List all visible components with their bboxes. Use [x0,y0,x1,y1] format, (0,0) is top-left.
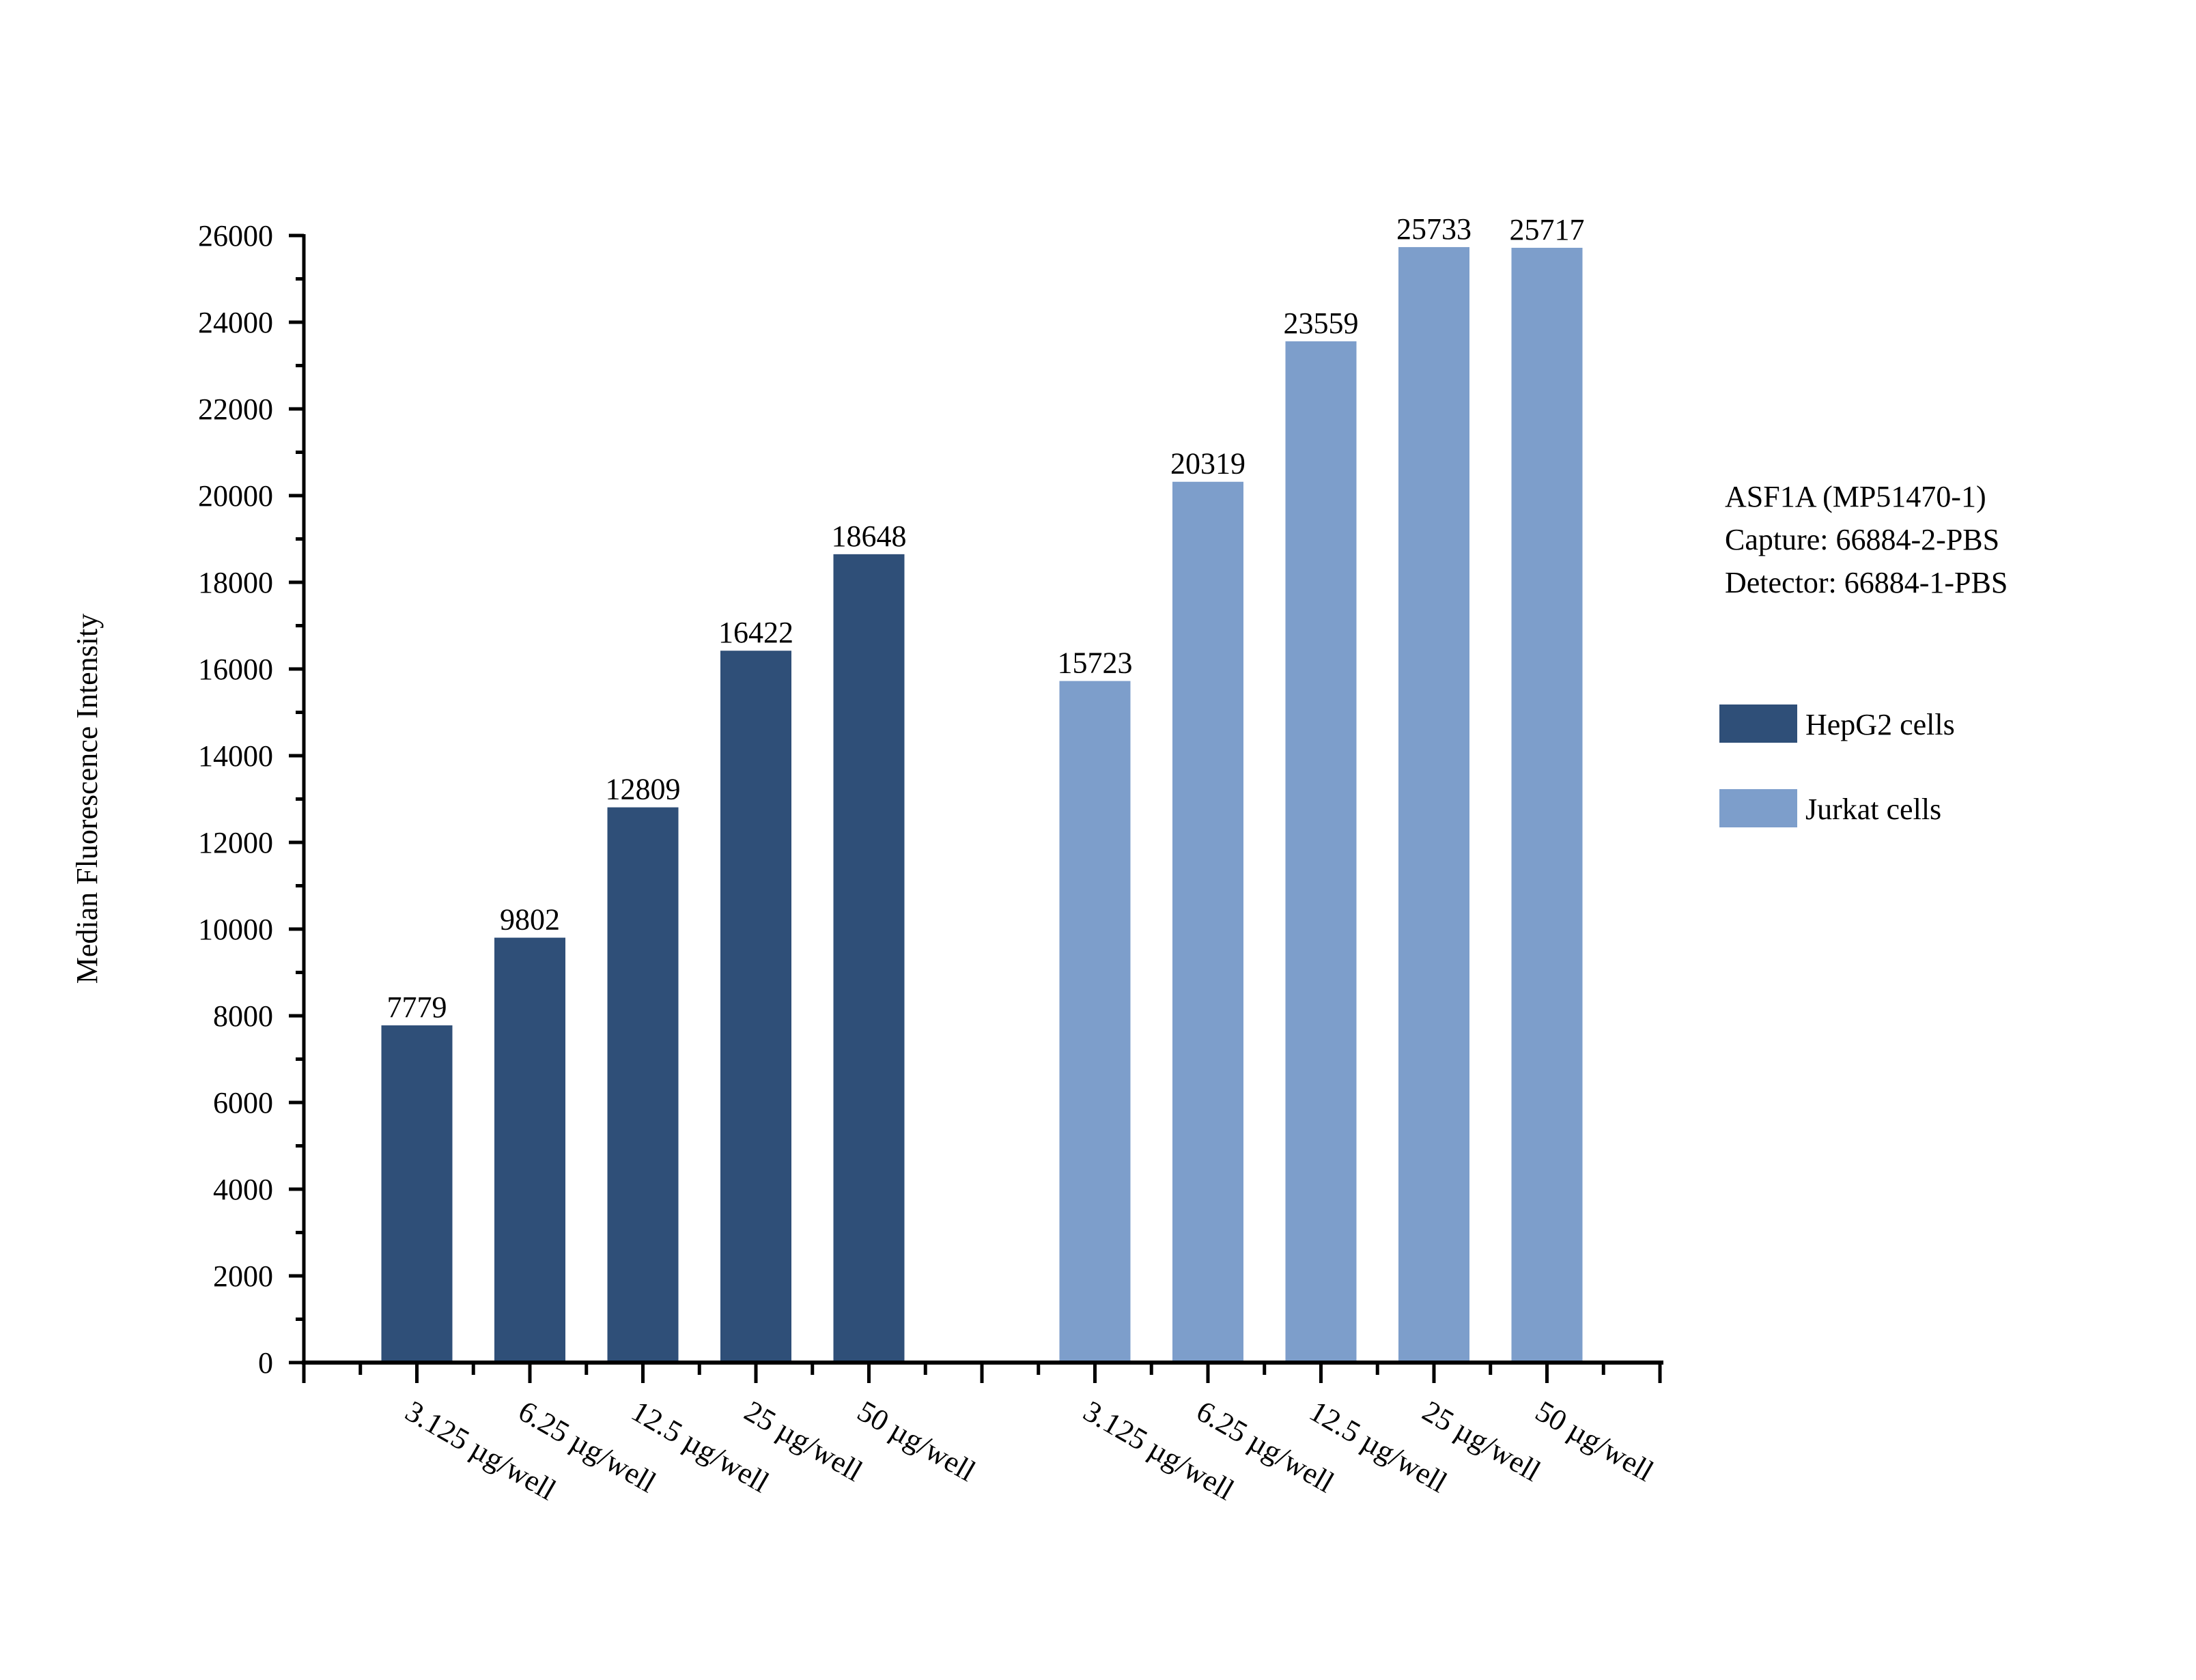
annotation: ASF1A (MP51470-1) Capture: 66884-2-PBS D… [1725,480,2008,599]
y-axis-title: Median Fluorescence Intensity [70,614,104,984]
y-tick-label: 18000 [198,566,273,599]
y-axis-ticks: 0 2000 4000 6000 8000 10000 12000 14000 16000 180… [198,219,304,1380]
bar-jurkat-cells [1285,341,1357,1363]
y-tick-label: 26000 [198,219,273,253]
bar-hepg2-cells [607,807,679,1363]
legend-label-jurkat: Jurkat cells [1805,793,1941,826]
bar-hepg2-cells [833,554,905,1363]
x-tick-label: 50 µg/well [852,1394,981,1488]
bar-hepg2-cells [381,1025,453,1363]
y-tick-label: 20000 [198,479,273,513]
bar-hepg2-cells [720,651,791,1363]
y-tick-label: 16000 [198,653,273,686]
bar-hepg2-cells [494,937,565,1363]
annotation-line-3: Detector: 66884-1-PBS [1725,566,2008,599]
data-label: 25717 [1510,213,1585,246]
y-tick-label: 10000 [198,913,273,946]
data-label: 9802 [500,903,560,937]
x-axis-ticks [302,1363,1662,1383]
y-tick-label: 2000 [213,1259,273,1293]
y-tick-label: 22000 [198,393,273,426]
x-tick-label: 50 µg/well [1530,1394,1659,1488]
data-label: 18648 [832,519,907,553]
legend-swatch-jurkat [1719,789,1797,827]
bar-jurkat-cells [1511,247,1583,1363]
data-label: 20319 [1170,447,1245,481]
legend-swatch-hepg2 [1719,704,1797,743]
y-tick-label: 24000 [198,306,273,339]
bars: 7779 9802 12809 16422 18648 15723 20319 23559 25… [381,212,1585,1363]
y-tick-label: 4000 [213,1173,273,1206]
data-label: 12809 [606,773,681,806]
data-label: 7779 [387,991,447,1024]
bar-jurkat-cells [1172,481,1243,1363]
legend-label-hepg2: HepG2 cells [1805,708,1955,741]
bar-jurkat-cells [1398,246,1469,1363]
data-label: 16422 [718,616,793,649]
y-tick-label: 0 [258,1346,273,1380]
y-tick-label: 12000 [198,826,273,859]
data-label: 25733 [1396,212,1472,246]
y-tick-label: 6000 [213,1086,273,1120]
data-label: 15723 [1058,646,1133,680]
legend: HepG2 cells Jurkat cells [1719,704,1955,827]
y-tick-label: 8000 [213,999,273,1033]
annotation-line-1: ASF1A (MP51470-1) [1725,480,1986,513]
bar-jurkat-cells [1059,681,1131,1363]
data-label: 23559 [1284,307,1359,340]
annotation-line-2: Capture: 66884-2-PBS [1725,523,1999,556]
y-tick-label: 14000 [198,739,273,773]
